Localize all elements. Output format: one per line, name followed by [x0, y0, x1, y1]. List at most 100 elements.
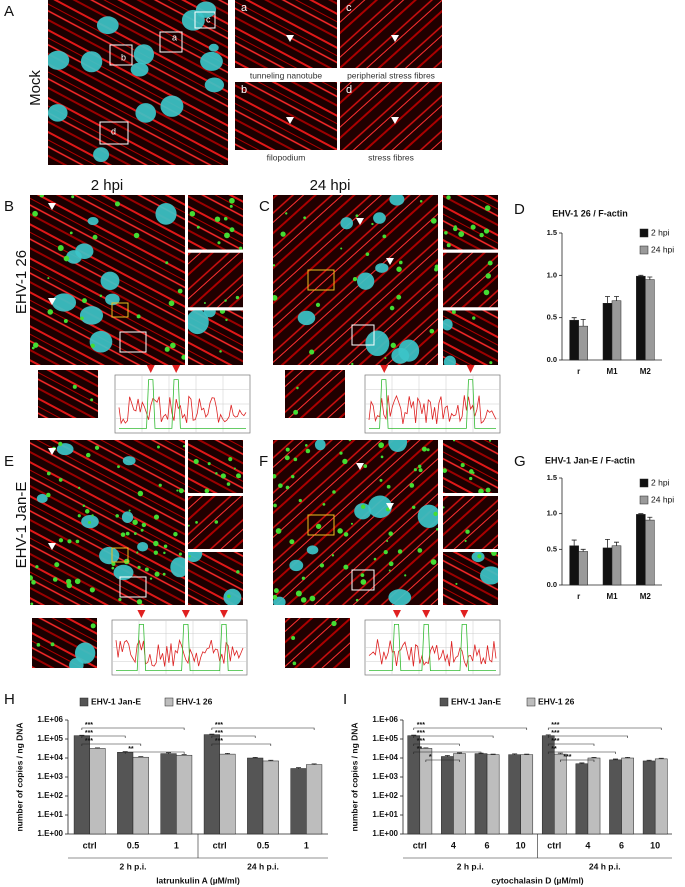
significance-bracket [547, 727, 662, 730]
inset-letter: b [241, 84, 247, 96]
virus-dot [489, 361, 493, 365]
x-tick-label: 10 [516, 840, 526, 850]
virus-dot [229, 197, 235, 204]
roi-box [194, 11, 216, 29]
micrograph [32, 618, 97, 668]
error-bar [614, 541, 619, 546]
virus-dot [319, 563, 325, 568]
bar [89, 748, 106, 835]
virus-dot [452, 440, 456, 442]
micrograph-content [188, 440, 243, 493]
virus-dot [483, 228, 490, 234]
bar [621, 757, 634, 835]
virus-dot [47, 309, 54, 315]
virus-dot [163, 551, 166, 555]
arrowhead [386, 503, 394, 510]
significance-label: ** [128, 746, 134, 753]
virus-dot [469, 476, 473, 481]
roi-letter: b [121, 52, 126, 62]
virus-dot [178, 552, 182, 556]
virus-dot [50, 642, 55, 647]
bar [611, 300, 622, 361]
micrograph-content [235, 0, 337, 68]
virus-dot [315, 523, 322, 530]
arrowhead [356, 463, 364, 470]
bar [654, 758, 668, 835]
virus-dot [136, 599, 143, 605]
virus-dot [360, 573, 365, 577]
virus-dot [125, 531, 130, 536]
virus-dot [66, 582, 72, 589]
significance-label: *** [215, 738, 223, 745]
nucleus [368, 495, 392, 519]
virus-dot [69, 231, 73, 235]
virus-dot [361, 504, 366, 509]
y-tick-label: 1.E+01 [37, 810, 63, 819]
profile-arrow [137, 610, 146, 618]
virus-dot [31, 580, 36, 585]
roi-box [119, 331, 147, 353]
profile-green [369, 624, 496, 671]
bar [602, 547, 613, 586]
micrograph [235, 82, 337, 150]
virus-dot [384, 356, 387, 360]
virus-dot [351, 362, 354, 365]
micrograph [273, 195, 438, 365]
bar [611, 545, 622, 586]
nucleus [389, 195, 405, 206]
micrograph-bg [443, 310, 498, 365]
virus-dot [331, 554, 335, 557]
virus-dot [273, 294, 278, 301]
bar [609, 759, 622, 835]
roi-letter: c [206, 14, 211, 24]
virus-dot [458, 231, 465, 237]
virus-dot [229, 204, 233, 208]
nucleus [80, 51, 103, 73]
x-tick-label: M2 [640, 592, 652, 601]
profile-arrow [146, 365, 155, 373]
error-bar [579, 762, 585, 764]
virus-dot [418, 464, 422, 469]
virus-dot [470, 224, 476, 230]
significance-bracket [211, 735, 256, 738]
virus-dot [411, 505, 416, 510]
nucleus [398, 339, 420, 362]
virus-dot [223, 216, 228, 221]
error-bar [625, 756, 631, 758]
virus-dot [396, 266, 402, 272]
virus-dot [154, 571, 160, 577]
row-label: EHV-1 Jan-E [13, 482, 30, 569]
legend-label: 2 hpi [651, 477, 670, 487]
micrograph [285, 618, 350, 668]
micrograph [235, 0, 337, 68]
virus-dot [153, 540, 159, 547]
virus-dot [355, 214, 359, 218]
virus-dot [196, 225, 200, 229]
virus-dot [52, 577, 58, 582]
x-tick-label: 6 [485, 840, 490, 850]
virus-dot [388, 569, 391, 572]
virus-dot [382, 234, 387, 239]
virus-dot [397, 549, 403, 554]
virus-dot [82, 298, 87, 304]
virus-dot [303, 216, 307, 220]
virus-dot [491, 552, 497, 556]
nucleus [388, 589, 412, 605]
virus-dot [188, 555, 191, 558]
virus-dot [273, 264, 276, 267]
y-tick-label: 1.E+03 [372, 772, 398, 781]
significance-label: *** [551, 722, 559, 729]
virus-dot [487, 260, 493, 266]
virus-dot [309, 595, 316, 602]
y-tick-label: 1.E+04 [37, 753, 63, 762]
micrograph-bg [235, 0, 337, 68]
virus-dot [315, 302, 321, 308]
error-bar [571, 317, 577, 321]
virus-dot [35, 565, 39, 569]
micrograph [188, 195, 243, 250]
virus-dot [114, 201, 121, 207]
virus-dot [343, 532, 349, 537]
virus-dot [465, 529, 470, 534]
micrograph-content [188, 310, 243, 365]
nucleus [75, 243, 94, 260]
